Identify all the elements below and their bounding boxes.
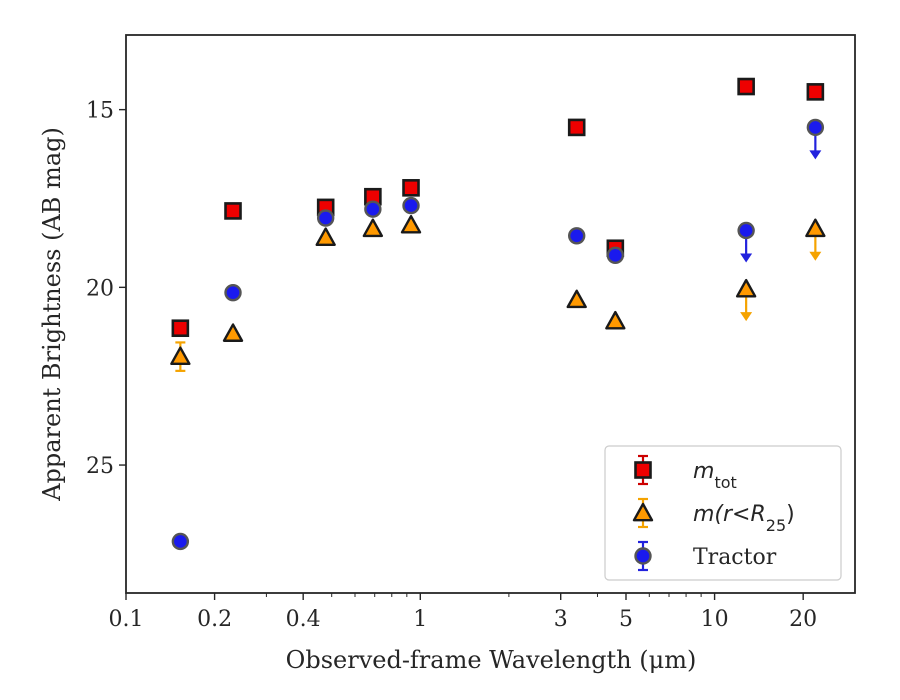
data-point: [806, 83, 825, 101]
x-tick-label: 5: [619, 607, 633, 632]
legend-item: m(r<R25): [632, 497, 795, 535]
upper-limit-arrowhead: [809, 251, 822, 261]
data-point: [568, 227, 586, 245]
x-tick-label: 3: [554, 607, 568, 632]
legend-label: mtot: [693, 459, 737, 492]
data-point: [566, 289, 587, 309]
x-tick-label: 0.1: [109, 607, 144, 632]
x-axis: 0.1 0.2 0.4 1 3 5 10 20: [109, 593, 817, 632]
data-point: [171, 319, 190, 338]
data-point: [735, 278, 757, 298]
data-point: [567, 118, 586, 137]
upper-limit-arrowhead: [740, 253, 753, 263]
data-point: [737, 77, 755, 96]
data-point: [224, 202, 242, 220]
data-point: [805, 218, 826, 238]
data-point: [402, 196, 420, 215]
data-point: [222, 323, 244, 342]
y-tick-label: 20: [86, 276, 114, 301]
data-point: [605, 310, 626, 330]
legend-label: Tractor: [693, 545, 777, 570]
series-triangle: [170, 214, 826, 372]
y-axis: 15 20 25: [86, 99, 126, 479]
y-axis-label: Apparent Brightness (AB mag): [38, 127, 66, 502]
x-tick-label: 10: [701, 607, 729, 632]
data-point: [400, 214, 422, 234]
legend-marker: [632, 502, 654, 522]
y-tick-label: 25: [86, 454, 114, 479]
x-axis-label: Observed-frame Wavelength (μm): [286, 646, 697, 674]
legend-item: mtot: [634, 454, 737, 492]
data-point: [171, 532, 190, 551]
data-point: [806, 118, 825, 137]
data-point: [316, 209, 335, 227]
x-tick-label: 0.4: [286, 607, 321, 632]
data-point: [402, 179, 420, 197]
data-point: [364, 200, 382, 218]
legend-marker: [634, 547, 652, 565]
y-tick-label: 15: [86, 99, 114, 124]
legend-item: Tractor: [634, 540, 777, 572]
legend-marker: [634, 461, 652, 479]
data-point: [737, 221, 755, 240]
data-point: [362, 218, 384, 238]
upper-limit-arrowhead: [809, 150, 822, 160]
data-point: [170, 346, 191, 366]
x-tick-label: 1: [413, 607, 427, 632]
legend-box: [604, 445, 842, 581]
x-tick-label: 0.2: [197, 607, 232, 632]
legend-label: m(r<R25): [693, 502, 795, 535]
legend: mtot m(r<R25) Tractor: [604, 445, 842, 581]
upper-limit-arrowhead: [740, 312, 753, 322]
x-tick-label: 20: [789, 607, 817, 632]
data-point: [315, 227, 336, 246]
data-point: [606, 246, 625, 265]
data-marks: [170, 77, 826, 551]
series-circle: [171, 118, 825, 551]
data-point: [224, 283, 242, 302]
